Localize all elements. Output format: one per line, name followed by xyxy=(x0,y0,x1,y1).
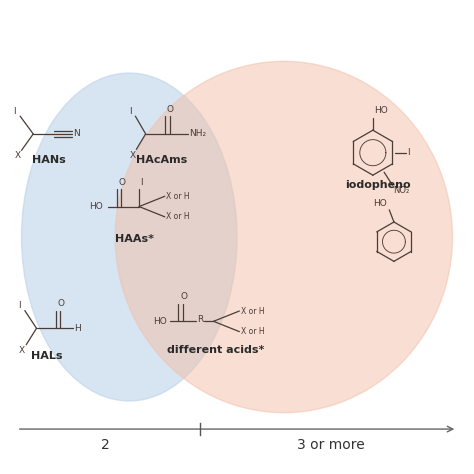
Text: I: I xyxy=(140,178,143,187)
Text: HO: HO xyxy=(374,106,388,115)
Text: O: O xyxy=(167,105,174,114)
Text: X or H: X or H xyxy=(166,212,190,221)
Text: I: I xyxy=(13,107,16,116)
Text: HO: HO xyxy=(373,199,387,208)
Text: H: H xyxy=(74,324,81,333)
Text: O: O xyxy=(57,300,64,309)
Text: NH₂: NH₂ xyxy=(189,129,206,138)
Text: O: O xyxy=(118,178,126,187)
Text: I: I xyxy=(18,301,20,310)
Text: X or H: X or H xyxy=(166,192,190,201)
Text: HANs: HANs xyxy=(32,155,65,164)
Text: HAcAms: HAcAms xyxy=(137,155,188,164)
Text: I: I xyxy=(407,148,410,157)
Ellipse shape xyxy=(115,61,453,413)
Text: NO₂: NO₂ xyxy=(393,186,410,195)
Ellipse shape xyxy=(21,73,237,401)
Text: HALs: HALs xyxy=(31,351,63,362)
Text: I: I xyxy=(129,107,132,116)
Text: X: X xyxy=(130,151,136,160)
Text: O: O xyxy=(180,292,187,301)
Text: different acids*: different acids* xyxy=(167,346,264,356)
Text: N: N xyxy=(73,129,80,138)
Text: HAAs*: HAAs* xyxy=(115,234,154,244)
Text: X or H: X or H xyxy=(241,307,264,316)
Text: X: X xyxy=(19,346,25,355)
Text: HO: HO xyxy=(153,317,166,326)
Text: iodopheno: iodopheno xyxy=(345,181,410,191)
Text: HO: HO xyxy=(90,202,103,211)
Text: X: X xyxy=(15,152,20,161)
Text: 2: 2 xyxy=(101,438,110,453)
Text: R: R xyxy=(197,315,203,324)
Text: 3 or more: 3 or more xyxy=(297,438,365,453)
Text: X or H: X or H xyxy=(241,327,264,336)
